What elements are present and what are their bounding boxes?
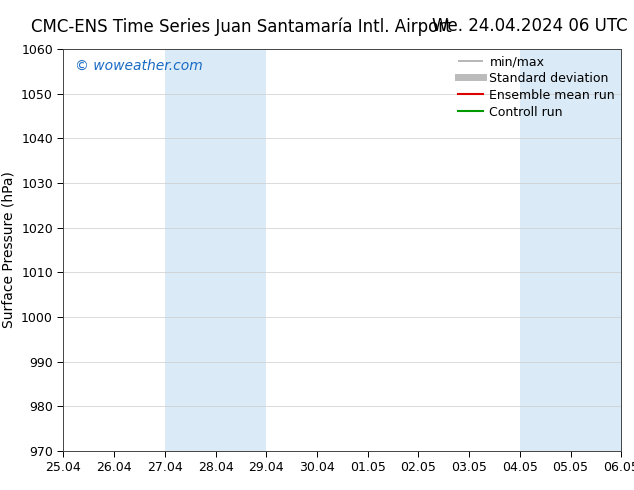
Bar (165, 49, 266, 451)
Legend: min/max, Standard deviation, Ensemble mean run, Controll run: min/max, Standard deviation, Ensemble me… (458, 55, 615, 119)
Bar (520, 49, 621, 451)
Text: CMC-ENS Time Series Juan Santamaría Intl. Airport: CMC-ENS Time Series Juan Santamaría Intl… (30, 17, 451, 36)
Text: We. 24.04.2024 06 UTC: We. 24.04.2024 06 UTC (432, 17, 628, 35)
Y-axis label: Surface Pressure (hPa): Surface Pressure (hPa) (1, 172, 16, 328)
Text: © woweather.com: © woweather.com (75, 59, 202, 73)
